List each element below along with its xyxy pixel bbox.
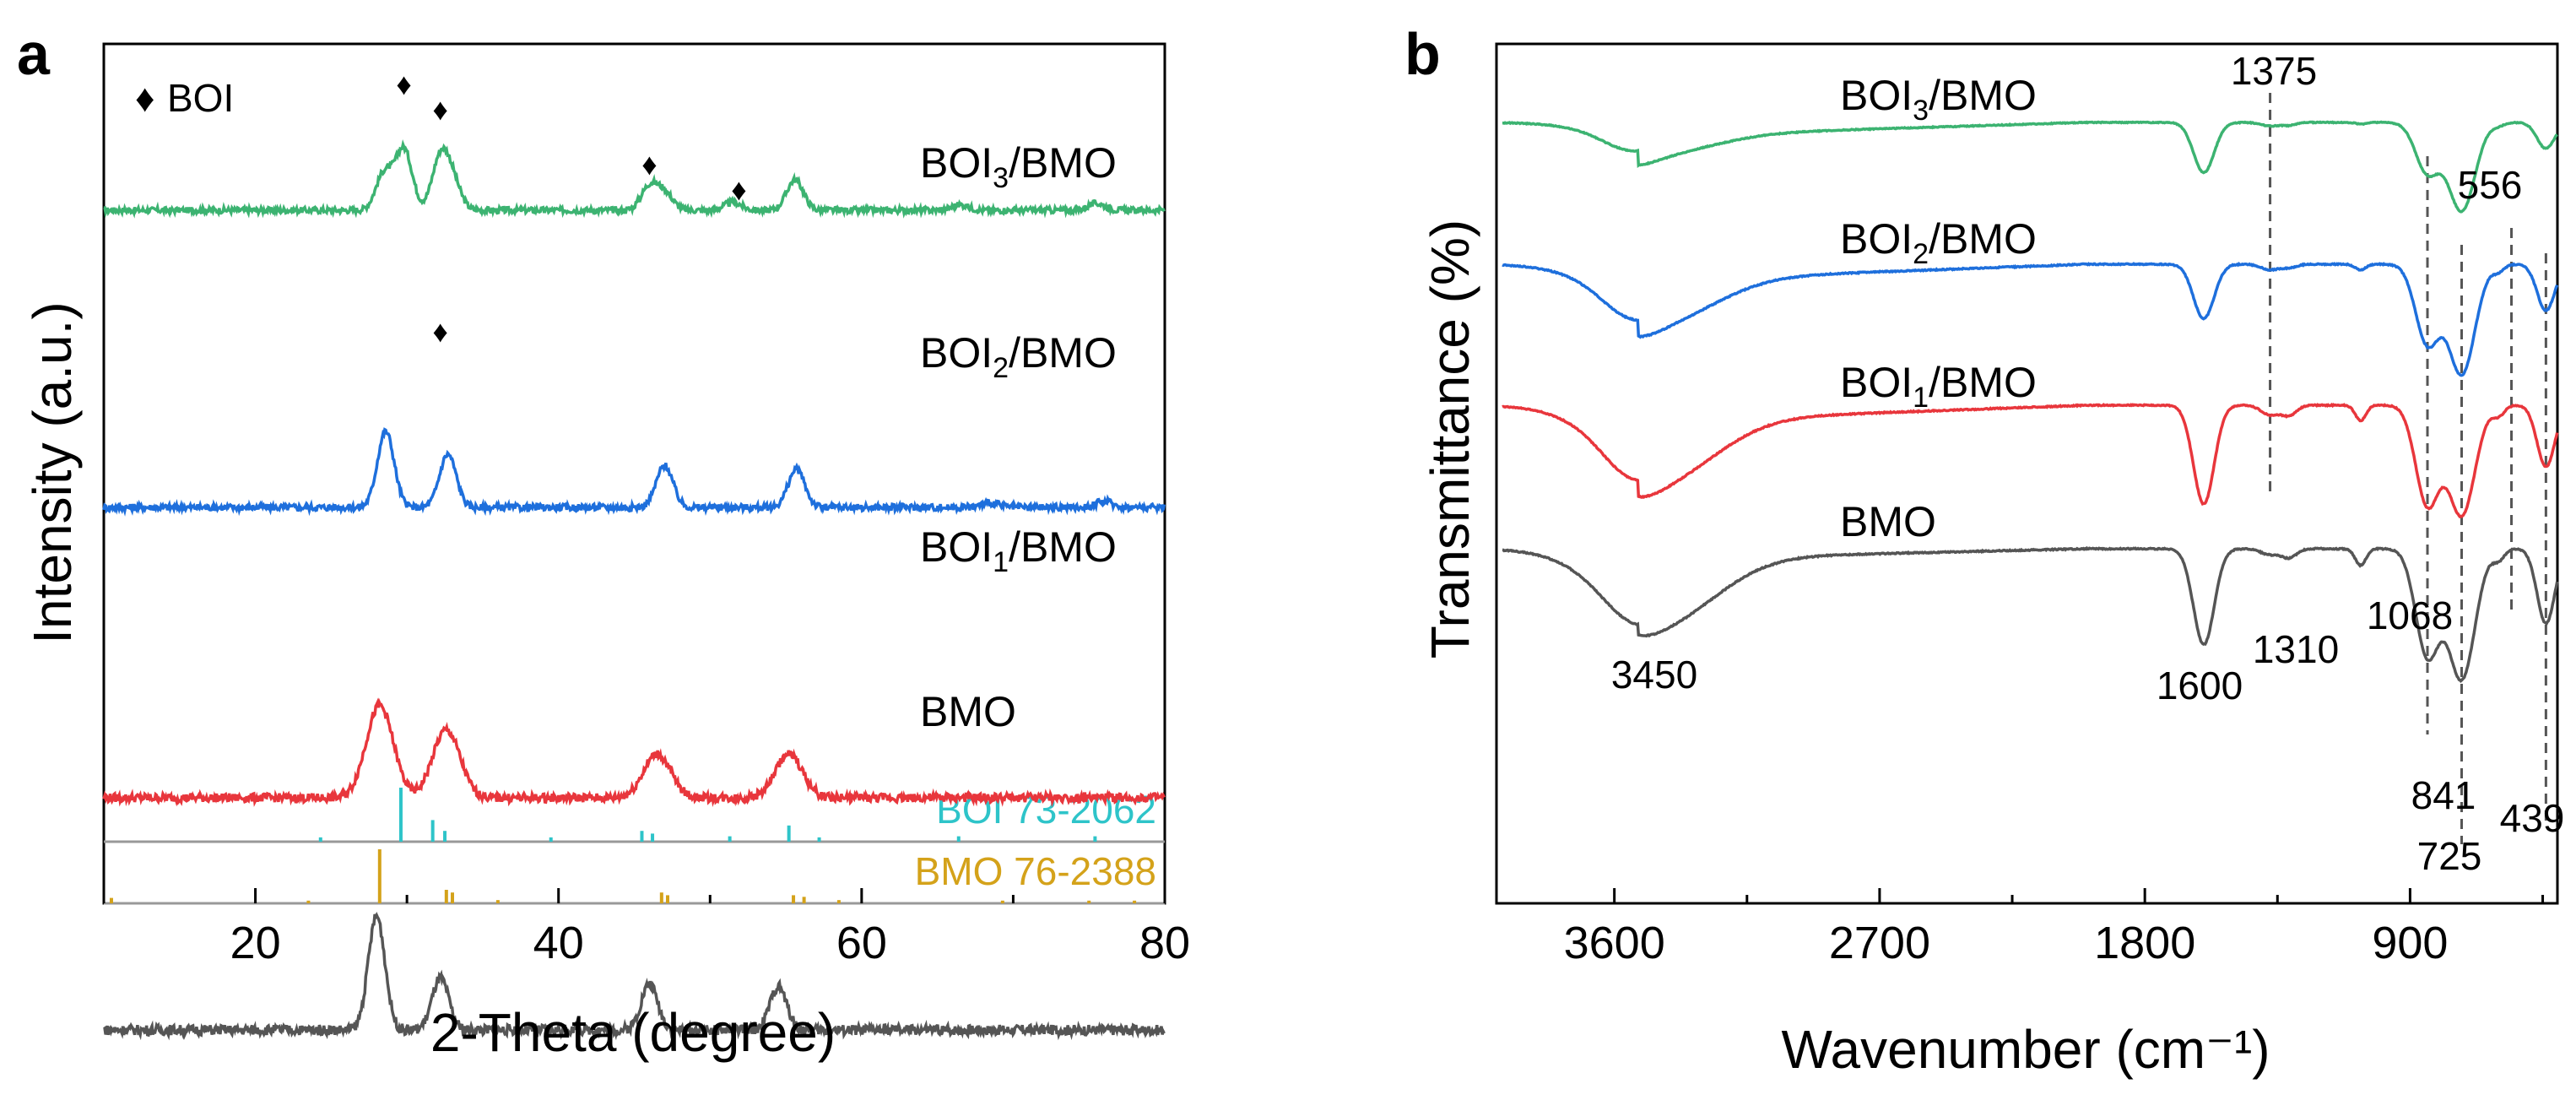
peak-label: 556: [2458, 163, 2523, 207]
xrd-curves: [102, 138, 1166, 1041]
boi-diamond-marker: ♦: [396, 67, 411, 101]
ftir-curve: [1502, 545, 2559, 683]
series-label-main: BMO: [1840, 498, 1936, 545]
boi-markers: ♦ ♦ ♦ ♦ ♦: [396, 67, 746, 349]
peak-label: 1375: [2231, 49, 2317, 93]
series-label-a: BMO: [920, 688, 1016, 735]
x-tick-label-a: 40: [533, 918, 584, 968]
plot-frame-b: [1495, 42, 2559, 905]
series-label-sub: 3: [993, 162, 1009, 194]
series-label-sub: 1: [1913, 382, 1929, 414]
legend-label: BOI: [167, 76, 234, 120]
peak-label: 1310: [2253, 627, 2339, 671]
ftir-curves: [1502, 120, 2559, 683]
series-label-end: /BMO: [1009, 139, 1117, 187]
x-ticks-a: [102, 888, 1166, 903]
legend-a: ♦ BOI: [135, 76, 234, 120]
peak-label: 1600: [2157, 664, 2243, 707]
x-tick-labels-b: 3600 2700 1800 900: [1564, 918, 2449, 968]
x-axis-title-b: Wavenumber (cm⁻¹): [1781, 1019, 2270, 1080]
series-label-end: /BMO: [1929, 215, 2037, 263]
series-label-main: BOI: [1840, 359, 1913, 406]
series-label-b: BOI3/BMO: [1840, 72, 2037, 127]
series-label-main: BMO: [920, 688, 1016, 735]
series-label-main: BOI: [1840, 215, 1913, 263]
x-tick-label-b: 3600: [1564, 918, 1665, 968]
peak-label: 725: [2417, 834, 2482, 878]
xrd-curve: [103, 911, 1166, 1041]
series-label-a: BOI2/BMO: [920, 329, 1117, 384]
xrd-curve: [102, 427, 1166, 517]
series-label-b: BOI1/BMO: [1840, 359, 2037, 414]
series-label-a: BOI1/BMO: [920, 523, 1117, 578]
boi-diamond-marker: ♦: [432, 92, 447, 127]
boi-diamond-marker: ♦: [432, 314, 447, 349]
x-tick-label-b: 1800: [2094, 918, 2195, 968]
panel-label-b: b: [1404, 21, 1441, 87]
x-tick-label-b: 900: [2372, 918, 2448, 968]
panel-b: b 3600 2700 1800 900 BOI3/BMOBOI2/BMOBOI1/B…: [1404, 21, 2564, 1080]
x-tick-label-a: 20: [230, 918, 281, 968]
series-label-sub: 1: [993, 546, 1009, 578]
x-tick-label-a: 80: [1139, 918, 1190, 968]
series-label-end: /BMO: [1009, 523, 1117, 571]
x-ticks-b: [1613, 888, 2545, 903]
ftir-curve: [1502, 262, 2559, 377]
series-label-b: BMO: [1840, 498, 1936, 545]
series-label-sub: 2: [1913, 238, 1929, 270]
x-axis-title-a: 2-Theta (degree): [430, 1002, 836, 1063]
peak-label: 439: [2500, 796, 2565, 840]
panel-label-a: a: [17, 21, 51, 87]
y-axis-title-b: Transmittance (%): [1420, 219, 1480, 658]
xrd-curve: [102, 697, 1166, 808]
series-label-end: /BMO: [1009, 329, 1117, 377]
series-label-main: BOI: [920, 523, 993, 571]
y-axis-title-a: Intensity (a.u.): [22, 301, 83, 644]
series-label-b: BOI2/BMO: [1840, 215, 2037, 270]
ftir-curve: [1502, 120, 2558, 214]
x-tick-label-a: 60: [836, 918, 887, 968]
peak-label: 1068: [2367, 593, 2453, 637]
peak-label: 3450: [1611, 653, 1697, 696]
legend-marker: ♦: [135, 76, 154, 120]
series-label-end: /BMO: [1929, 359, 2037, 406]
series-label-sub: 3: [1913, 95, 1929, 127]
series-label-main: BOI: [920, 139, 993, 187]
series-label-end: /BMO: [1929, 72, 2037, 119]
xrd-curve: [103, 138, 1166, 219]
peak-label: 841: [2411, 773, 2476, 817]
x-tick-label-b: 2700: [1829, 918, 1930, 968]
series-label-main: BOI: [1840, 72, 1913, 119]
ftir-curve: [1502, 402, 2559, 519]
series-label-main: BOI: [920, 329, 993, 377]
x-tick-labels-a: 20 40 60 80: [230, 918, 1191, 968]
reference-label: BMO 76-2388: [915, 849, 1156, 893]
boi-diamond-marker: ♦: [731, 172, 746, 207]
series-label-a: BOI3/BMO: [920, 139, 1117, 194]
boi-diamond-marker: ♦: [641, 147, 657, 182]
series-label-sub: 2: [993, 352, 1009, 384]
